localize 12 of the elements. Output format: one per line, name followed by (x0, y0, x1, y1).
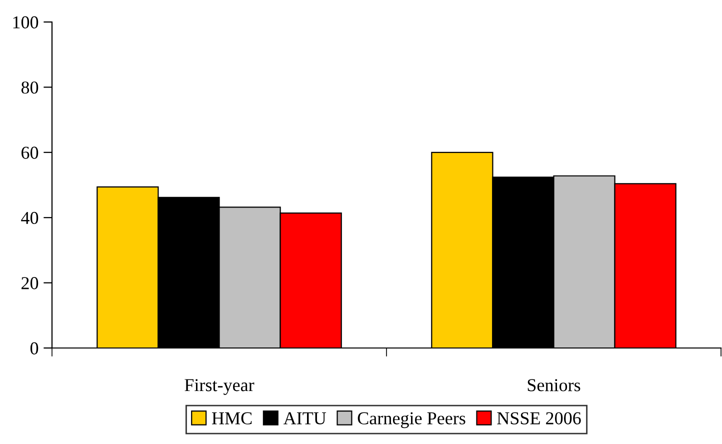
x-tick-label: First-year (184, 379, 254, 395)
y-tick-label: 0 (30, 342, 38, 354)
y-tick-label: 80 (21, 81, 38, 94)
legend-label: AITU (283, 412, 326, 424)
legend-label: Carnegie Peers (358, 412, 466, 428)
legend-label: HMC (212, 412, 252, 424)
x-tick-label: Seniors (528, 379, 580, 392)
y-tick-label: 40 (21, 212, 38, 224)
y-tick-label: 60 (22, 146, 38, 159)
y-tick-label: 100 (13, 16, 38, 28)
y-tick-label: 20 (22, 277, 38, 290)
legend-label: NSSE 2006 (497, 412, 581, 424)
